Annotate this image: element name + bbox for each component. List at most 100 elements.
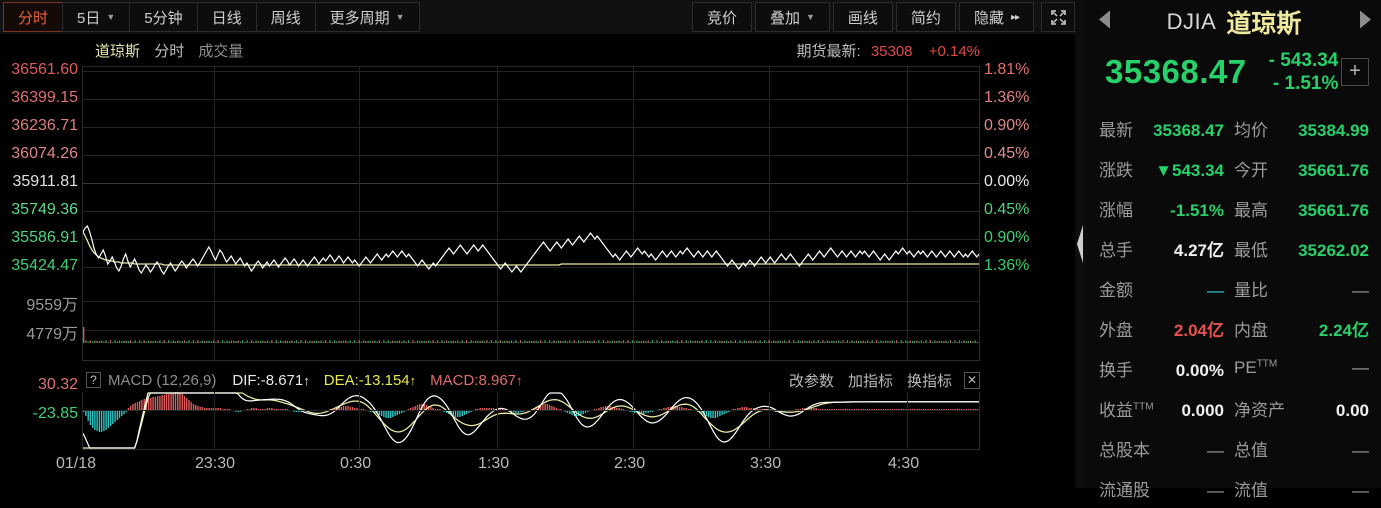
macd-hist-bar	[114, 410, 116, 422]
macd-hist-bar	[884, 409, 887, 410]
quote-cell: 内盘 2.24亿	[1234, 316, 1369, 341]
macd-hist-bar	[940, 409, 943, 410]
macd-hist-bar	[199, 407, 201, 410]
tool-button-2[interactable]: 画线	[832, 2, 893, 32]
period-button-5[interactable]: 更多周期 ▼	[314, 2, 420, 32]
macd-hist-bar	[956, 409, 958, 410]
macd-hist-bar	[958, 409, 961, 410]
macd-hist-bar	[477, 409, 479, 410]
macd-hist-bar	[938, 409, 941, 410]
security-code: DJIA	[1166, 9, 1217, 34]
volume-bar	[790, 342, 793, 343]
period-button-label: 5分钟	[144, 9, 183, 27]
volume-bar	[725, 340, 728, 343]
volume-bar	[638, 341, 640, 343]
quote-key: 内盘	[1234, 320, 1268, 340]
macd-hist-bar	[217, 408, 219, 410]
volume-bar	[495, 340, 497, 343]
tool-button-3[interactable]: 简约	[895, 2, 956, 32]
volume-bar	[777, 340, 779, 343]
macd-line-dif	[83, 392, 979, 449]
macd-help-icon[interactable]: ?	[86, 372, 101, 388]
macd-hist-bar	[190, 402, 192, 410]
tool-button-4[interactable]: 隐藏 ▸▸	[958, 2, 1034, 32]
volume-bar	[566, 341, 569, 343]
macd-hist-bar	[459, 410, 461, 417]
volume-bar	[764, 340, 766, 343]
macd-plot[interactable]	[82, 392, 980, 450]
volume-bar	[217, 340, 219, 343]
volume-bar	[674, 341, 676, 343]
volume-bar	[544, 340, 546, 343]
period-button-3[interactable]: 日线	[196, 2, 257, 32]
volume-bar	[531, 341, 533, 343]
close-icon[interactable]: ✕	[964, 371, 980, 389]
volume-bar	[824, 341, 826, 343]
macd-hist-bar	[551, 406, 553, 410]
collapse-panel-icon[interactable]	[1076, 221, 1085, 267]
chevron-right-icon[interactable]	[1357, 9, 1373, 36]
volume-bar	[154, 340, 156, 343]
volume-bar	[660, 340, 663, 343]
gridline-v	[633, 67, 634, 360]
volume-bar	[383, 340, 385, 343]
volume-bar	[618, 340, 620, 343]
volume-bar	[564, 340, 566, 343]
panel-splitter[interactable]	[1075, 0, 1087, 488]
macd-hist-bar	[732, 409, 734, 410]
tool-button-1[interactable]: 叠加 ▼	[754, 2, 830, 32]
gridline-h	[83, 301, 979, 302]
volume-bar	[634, 341, 636, 343]
add-to-watchlist-icon[interactable]: +	[1341, 58, 1369, 86]
macd-hist-bar	[678, 407, 681, 410]
chevron-left-icon[interactable]	[1097, 9, 1113, 36]
macd-hist-bar	[593, 409, 596, 410]
macd-hist-bar	[248, 409, 251, 410]
volume-bar	[457, 340, 459, 343]
fullscreen-icon[interactable]	[1041, 2, 1075, 32]
macd-hist-bar	[96, 410, 98, 431]
volume-bar	[499, 340, 501, 343]
volume-bar	[452, 340, 454, 343]
period-button-0[interactable]: 分时	[3, 2, 64, 32]
quote-value: 35384.99	[1298, 120, 1369, 140]
period-button-2[interactable]: 5分钟	[129, 2, 198, 32]
gridline-v	[359, 392, 360, 449]
macd-hist-bar	[143, 399, 145, 410]
macd-hist-bar	[761, 409, 764, 410]
price-plot[interactable]	[82, 66, 980, 361]
tool-button-0[interactable]: 竞价	[691, 2, 752, 32]
volume-bar	[837, 340, 840, 343]
macd-hist-bar	[443, 410, 445, 412]
volume-bar	[255, 340, 257, 343]
macd-hist-bar	[136, 402, 139, 410]
volume-bar	[484, 341, 486, 343]
volume-bar	[479, 341, 481, 343]
volume-bar	[365, 341, 367, 343]
volume-bar	[580, 341, 582, 343]
price-axis-label: 36561.60	[11, 61, 78, 78]
quote-cell: 均价 35384.99	[1234, 116, 1369, 141]
macd-hist-bar	[484, 408, 486, 410]
quote-value: 35262.02	[1298, 240, 1369, 260]
period-button-4[interactable]: 周线	[255, 2, 316, 32]
volume-bar	[103, 341, 105, 343]
macd-hist-bar	[548, 405, 551, 410]
volume-bar	[291, 340, 293, 343]
volume-bar	[813, 340, 815, 343]
volume-bar	[647, 340, 649, 343]
period-button-1[interactable]: 5日 ▼	[62, 2, 131, 32]
chart-volume-label: 成交量	[198, 43, 244, 60]
macd-hist-bar	[219, 408, 221, 410]
macd-hist-bar	[907, 409, 909, 410]
volume-bar	[817, 340, 819, 343]
switch-indicator-button[interactable]: 换指标	[906, 372, 952, 390]
macd-hist-bar	[98, 410, 101, 432]
double-chevron-right-icon: ▸▸	[1010, 11, 1020, 23]
change-params-button[interactable]: 改参数	[788, 372, 834, 390]
add-indicator-button[interactable]: 加指标	[847, 372, 893, 390]
volume-bar	[134, 340, 136, 343]
volume-bar	[893, 341, 896, 343]
volume-bar	[316, 340, 318, 343]
volume-bar	[504, 340, 506, 343]
